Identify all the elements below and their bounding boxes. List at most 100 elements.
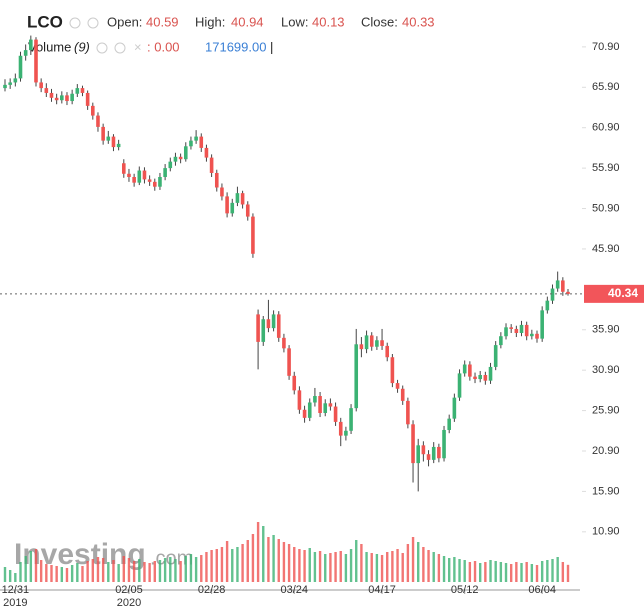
high-value: 40.94 [231, 14, 264, 29]
candle-body [106, 136, 111, 141]
candle-body [452, 397, 457, 419]
candle-body [483, 375, 488, 381]
candle-body [44, 88, 49, 93]
volume-bar [50, 565, 53, 582]
volume-bar [65, 568, 69, 582]
volume-bar [303, 550, 306, 582]
candle-body [333, 406, 338, 422]
settings-icon[interactable] [87, 17, 99, 29]
low-label: Low: [281, 14, 308, 29]
volume-bar [3, 567, 7, 582]
candle-body [137, 170, 142, 183]
candle-body [328, 403, 333, 407]
candles [3, 35, 570, 492]
volume-bar [215, 549, 218, 582]
candle-body [406, 400, 410, 425]
volume-bar [324, 554, 327, 582]
volume-bar [205, 552, 208, 582]
y-tick-label: 20.90 [592, 445, 620, 457]
candle-body [395, 383, 400, 389]
close-label: Close: [361, 14, 398, 29]
volume-bar [282, 542, 286, 582]
volume-bar [318, 551, 322, 582]
volume-period: (9) [74, 39, 90, 54]
candle-body [75, 88, 80, 94]
candle-body [168, 161, 173, 169]
candle-body [271, 314, 276, 329]
volume-bar [81, 566, 84, 582]
volume-bar [60, 567, 64, 582]
candle-body [354, 344, 359, 409]
volume-bar [494, 561, 497, 582]
open-value: 40.59 [146, 14, 179, 29]
volume-bar [184, 556, 187, 582]
volume-bar [468, 562, 472, 582]
high-label: High: [195, 14, 225, 29]
volume-bar [158, 560, 162, 582]
eye-icon[interactable] [69, 17, 81, 29]
volume-bar [19, 562, 22, 582]
candle-body [209, 157, 214, 173]
y-tick-label: 50.90 [592, 202, 620, 214]
volume-bar [148, 563, 151, 582]
volume-bar [8, 570, 12, 582]
settings-icon[interactable] [114, 42, 126, 54]
candle-body [132, 177, 136, 183]
volume-bar [478, 563, 482, 582]
close-icon[interactable]: × [134, 39, 142, 54]
volume-bar [132, 561, 136, 582]
candle-body [431, 446, 436, 460]
candle-body [519, 324, 524, 333]
volume-bar [556, 557, 559, 582]
y-tick-label: 15.90 [592, 485, 620, 497]
candle-body [127, 173, 131, 177]
candle-body [411, 424, 415, 464]
volume-bar [530, 564, 534, 582]
volume-bar [55, 566, 58, 582]
candle-body [70, 93, 74, 102]
eye-icon[interactable] [96, 42, 108, 54]
candle-body [225, 196, 229, 214]
candle-body [116, 143, 121, 148]
x-tick-sublabel: 2019 [3, 597, 27, 609]
x-tick-label: 02/28 [198, 584, 226, 596]
volume-bar [473, 561, 477, 582]
volume-bar [520, 563, 523, 582]
candle-body [375, 340, 379, 347]
volume-bar [200, 555, 203, 582]
candle-body [29, 39, 33, 51]
candle-body [111, 136, 116, 148]
candle-body [101, 126, 105, 141]
header: LCO Open: 40.59 High: 40.94 Low: 40.13 C… [27, 12, 435, 54]
volume-bar [344, 554, 348, 582]
candle-body [297, 390, 302, 410]
volume-bar [401, 553, 404, 582]
volume-bar [117, 564, 120, 582]
candle-body [514, 328, 519, 333]
candle-body [65, 95, 69, 102]
volume-bar [463, 560, 466, 582]
candle-body [323, 403, 328, 413]
candle-body [34, 39, 38, 83]
volume-bar [525, 562, 528, 582]
y-tick-label: 25.90 [592, 404, 620, 416]
candle-body [390, 357, 395, 384]
volume-bar [515, 562, 518, 582]
volume-bar [489, 560, 492, 582]
candle-body [380, 340, 384, 346]
volume-bar [535, 565, 539, 582]
candle-body [282, 337, 286, 349]
volume-bar [406, 544, 410, 582]
volume-bar [380, 555, 384, 582]
candle-body [245, 204, 250, 217]
volume-bar [256, 522, 260, 582]
candle-body [251, 216, 255, 254]
volume-bar [76, 563, 79, 582]
volume-bar [329, 553, 332, 582]
volume-bar [174, 559, 177, 582]
candle-body [499, 336, 503, 346]
candle-body [178, 156, 183, 160]
volume-bar [236, 547, 239, 582]
volume-bar [442, 556, 446, 582]
